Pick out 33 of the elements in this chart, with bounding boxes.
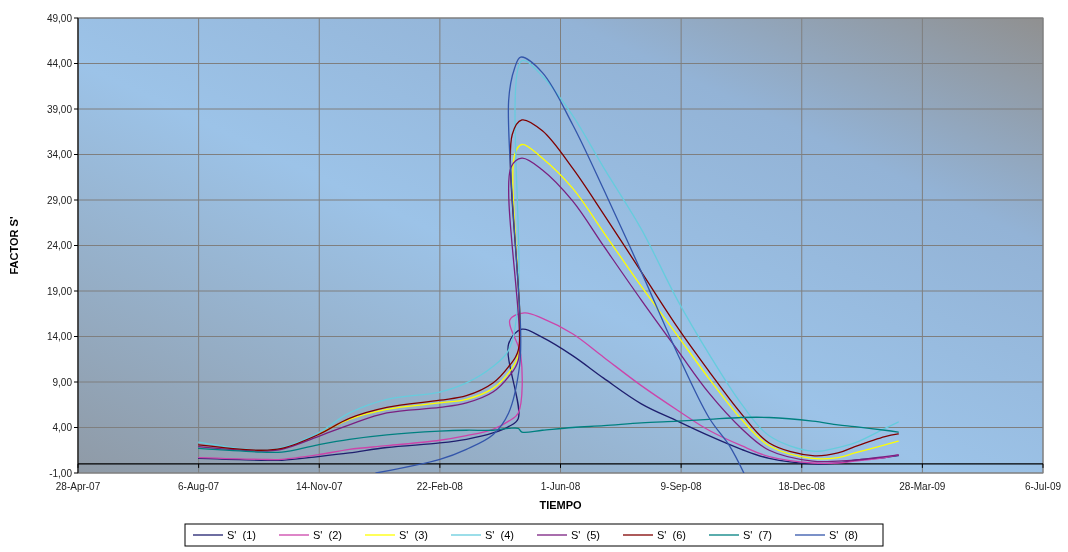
legend-label: S' (7) (743, 528, 772, 541)
x-tick-label: 1-Jun-08 (540, 481, 581, 492)
x-tick-label: 14-Nov-07 (295, 481, 344, 492)
y-tick-label: 34,00 (46, 149, 73, 160)
legend-label: S' (3) (399, 528, 428, 541)
line-series (197, 59, 899, 452)
x-tick-label: 22-Feb-08 (416, 481, 464, 492)
x-tick-label: 28-Apr-07 (55, 481, 101, 492)
x-tick-label: 6-Aug-07 (178, 481, 220, 492)
y-tick-label: -1,00 (49, 467, 73, 479)
x-tick-label: 28-Mar-09 (899, 481, 946, 492)
x-tick-label: 18-Dec-08 (778, 481, 826, 492)
legend-label: S' (2) (313, 528, 342, 541)
y-tick-label: 4,00 (52, 422, 73, 433)
x-axis-title: TIEMPO (539, 499, 583, 511)
legend-label: S' (8) (829, 528, 858, 541)
y-tick-label: 24,00 (46, 240, 73, 251)
y-tick-label: 49,00 (46, 12, 73, 24)
line-series (375, 56, 745, 473)
y-tick-label: 39,00 (46, 103, 73, 115)
y-axis-title: FACTOR S' (8, 216, 20, 275)
y-tick-label: 14,00 (46, 331, 73, 342)
y-tick-label: 19,00 (46, 285, 73, 297)
y-tick-label: 29,00 (46, 194, 73, 206)
legend-label: S' (1) (227, 528, 256, 541)
legend-label: S' (6) (657, 528, 686, 541)
x-tick-label: 6-Jul-09 (1024, 481, 1062, 492)
y-tick-label: 44,00 (46, 58, 73, 69)
legend-label: S' (4) (485, 528, 514, 541)
x-tick-label: 9-Sep-08 (660, 481, 703, 492)
line-series (197, 416, 899, 454)
y-tick-label: 9,00 (52, 376, 73, 388)
legend-label: S' (5) (571, 528, 600, 541)
